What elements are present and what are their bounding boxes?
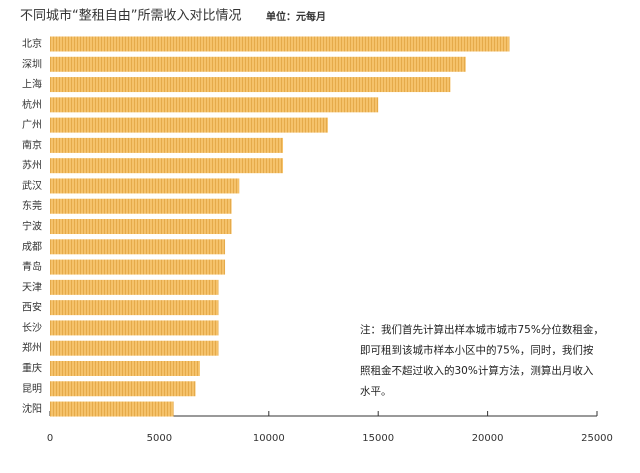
bar (50, 219, 232, 235)
bar (50, 77, 451, 93)
bar (50, 117, 328, 133)
bar (50, 340, 219, 356)
bar (50, 97, 379, 113)
bar (50, 300, 219, 316)
y-tick-label: 北京 (22, 37, 42, 50)
y-tick-label: 西安 (22, 301, 42, 314)
bar (50, 158, 284, 174)
chart-subtitle: 单位：元每月 (266, 10, 326, 23)
x-tick-label: 5000 (147, 433, 172, 444)
y-tick-label: 深圳 (22, 58, 42, 70)
note-line: 照租金不超过收入的30%计算方法，测算出月收入 (360, 364, 594, 377)
bar (50, 381, 196, 397)
note-line: 水平。 (360, 386, 392, 398)
y-tick-label: 昆明 (22, 383, 42, 395)
y-tick-label: 成都 (22, 241, 42, 253)
note-line: 注：我们首先计算出样本城市城市75%分位数租金， (360, 323, 604, 336)
y-tick-label: 郑州 (22, 341, 42, 354)
x-tick-label: 0 (47, 433, 53, 444)
y-tick-label: 上海 (22, 78, 42, 91)
bar (50, 401, 174, 417)
x-tick-label: 20000 (472, 433, 504, 444)
y-tick-label: 东莞 (22, 199, 42, 212)
y-tick-label: 苏州 (22, 159, 42, 172)
bar (50, 198, 232, 214)
y-tick-label: 天津 (22, 281, 42, 293)
x-tick-label: 25000 (581, 433, 613, 444)
x-tick-label: 10000 (253, 433, 285, 444)
bar (50, 36, 510, 52)
y-tick-label: 武汉 (22, 179, 42, 192)
y-tick-label: 宁波 (22, 220, 42, 233)
y-tick-label: 杭州 (22, 98, 42, 111)
y-tick-label: 南京 (22, 138, 42, 151)
x-tick-label: 15000 (362, 433, 394, 444)
y-tick-label: 沈阳 (22, 402, 42, 415)
bar (50, 360, 200, 376)
y-tick-label: 广州 (22, 119, 42, 131)
y-tick-label: 重庆 (22, 361, 42, 374)
bar (50, 279, 219, 295)
chart-title: 不同城市“整租自由”所需收入对比情况 (20, 8, 241, 24)
bar (50, 178, 240, 194)
note-line: 即可租到该城市样本小区中的75%，同时，我们按 (360, 344, 594, 357)
bar (50, 239, 226, 255)
bar (50, 137, 284, 153)
bar (50, 320, 219, 336)
bar (50, 56, 466, 72)
bar (50, 259, 226, 275)
y-tick-label: 长沙 (22, 322, 42, 334)
y-tick-label: 青岛 (22, 260, 42, 273)
